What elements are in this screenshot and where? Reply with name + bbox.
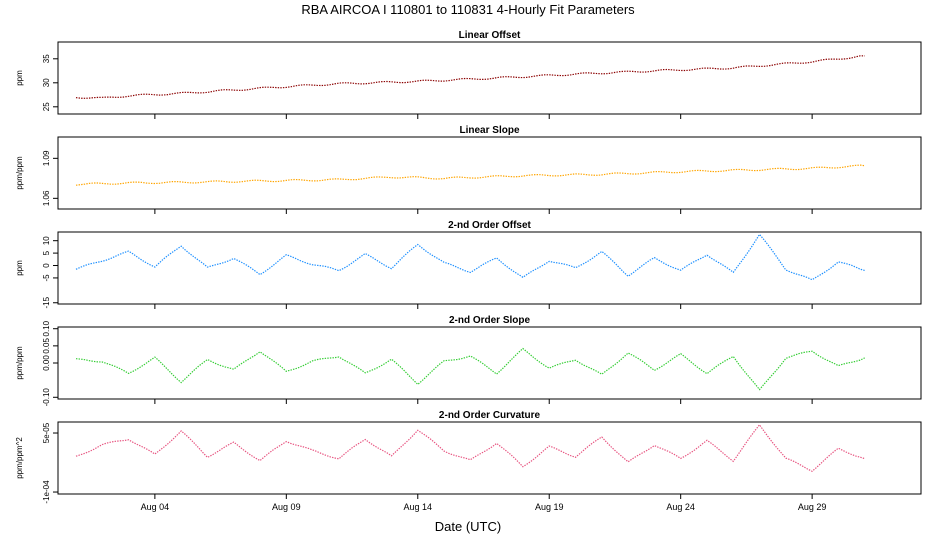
y-axis-label: ppm [15,70,24,86]
y-tick-label: 0.10 [42,320,51,336]
x-tick-label: Aug 09 [272,502,301,512]
y-axis-label: ppm/ppm [15,156,24,190]
series-line [75,347,865,391]
y-tick-label: 5 [42,250,51,255]
panel-frame [57,421,922,495]
y-tick-label: 35 [42,54,51,63]
panel-title: Linear Offset [459,30,521,41]
y-tick-label: 5e-05 [42,422,51,443]
y-tick-label: 1.06 [42,190,51,206]
y-tick-label: -15 [42,296,51,308]
panel-title: 2-nd Order Curvature [439,410,541,421]
y-axis-label: ppm/ppm^2 [15,437,24,479]
series-line [75,423,865,473]
panel-title: 2-nd Order Slope [449,315,531,326]
x-tick-label: Aug 04 [141,502,170,512]
series-line [75,233,865,281]
y-axis-label: ppm [15,260,24,276]
x-tick-label: Aug 19 [535,502,564,512]
y-tick-label: -5 [42,274,51,282]
figure-title: RBA AIRCOA I 110801 to 110831 4-Hourly F… [301,2,635,17]
panel-frame [57,41,922,115]
series-line [75,55,865,99]
y-tick-label: 30 [42,78,51,87]
y-tick-label: 1.09 [42,150,51,166]
x-tick-label: Aug 29 [798,502,827,512]
y-tick-label: -1e-04 [42,480,51,504]
y-tick-label: 10 [42,236,51,245]
panel-title: 2-nd Order Offset [448,220,531,231]
x-axis: Aug 04 Aug 09 Aug 14 Aug 19 Aug 24 Aug 29 [141,114,827,512]
panel-frame [57,136,922,210]
x-tick-label: Aug 14 [404,502,433,512]
y-tick-label: 0.05 [42,338,51,354]
panel-title: Linear Slope [459,125,519,136]
panels-group: Linear Offset ppm 25 30 35 Linear Slope ppm/pp… [15,30,922,504]
panel-frame [57,231,922,305]
y-tick-label: 0 [42,263,51,268]
y-axis-label: ppm/ppm [15,346,24,380]
y-tick-label: -0.10 [42,388,51,407]
y-tick-label: 0.00 [42,355,51,371]
y-tick-label: 25 [42,102,51,111]
panel-frame [57,326,922,400]
x-tick-label: Aug 24 [666,502,695,512]
x-axis-label: Date (UTC) [435,519,501,534]
series-line [75,164,865,186]
